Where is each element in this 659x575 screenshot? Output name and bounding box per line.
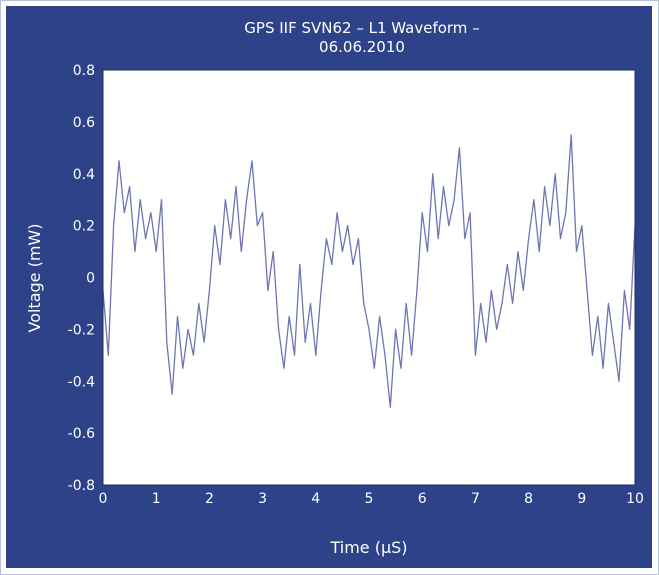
x-tick-label: 8: [524, 491, 533, 507]
plot-border: [102, 69, 636, 486]
plot-area: [103, 70, 635, 485]
x-tick-label: 4: [311, 491, 320, 507]
x-tick-label: 3: [258, 491, 267, 507]
chart-title: GPS IIF SVN62 – L1 Waveform –: [244, 19, 479, 37]
x-tick-label: 9: [577, 491, 586, 507]
x-tick-label: 10: [626, 491, 644, 507]
x-tick-label: 5: [365, 491, 374, 507]
x-tick-label: 6: [418, 491, 427, 507]
y-tick-label: 0.6: [73, 115, 95, 131]
y-tick-label: 0.8: [73, 63, 95, 79]
x-tick-label: 7: [471, 491, 480, 507]
y-tick-label: 0.2: [73, 219, 95, 235]
y-tick-label: -0.6: [68, 426, 95, 442]
x-tick-label: 2: [205, 491, 214, 507]
x-tick-labels: 0 1 2 3 4 5 6 7 8 9 10: [99, 491, 644, 507]
y-tick-label: -0.2: [68, 322, 95, 338]
x-axis-label: Time (µS): [329, 538, 407, 557]
chart-subtitle: 06.06.2010: [319, 38, 405, 56]
y-tick-label: -0.4: [68, 374, 95, 390]
y-tick-labels: 0.8 0.6 0.4 0.2 0 -0.2 -0.4 -0.6 -0.8: [68, 63, 95, 494]
y-tick-label: -0.8: [68, 478, 95, 494]
x-tick-label: 1: [152, 491, 161, 507]
y-axis-label: Voltage (mW): [25, 224, 44, 333]
x-tick-label: 0: [99, 491, 108, 507]
series-line-0: [102, 134, 636, 408]
series-layer: [102, 134, 636, 408]
y-tick-label: 0.4: [73, 167, 95, 183]
y-tick-label: 0: [86, 271, 95, 287]
